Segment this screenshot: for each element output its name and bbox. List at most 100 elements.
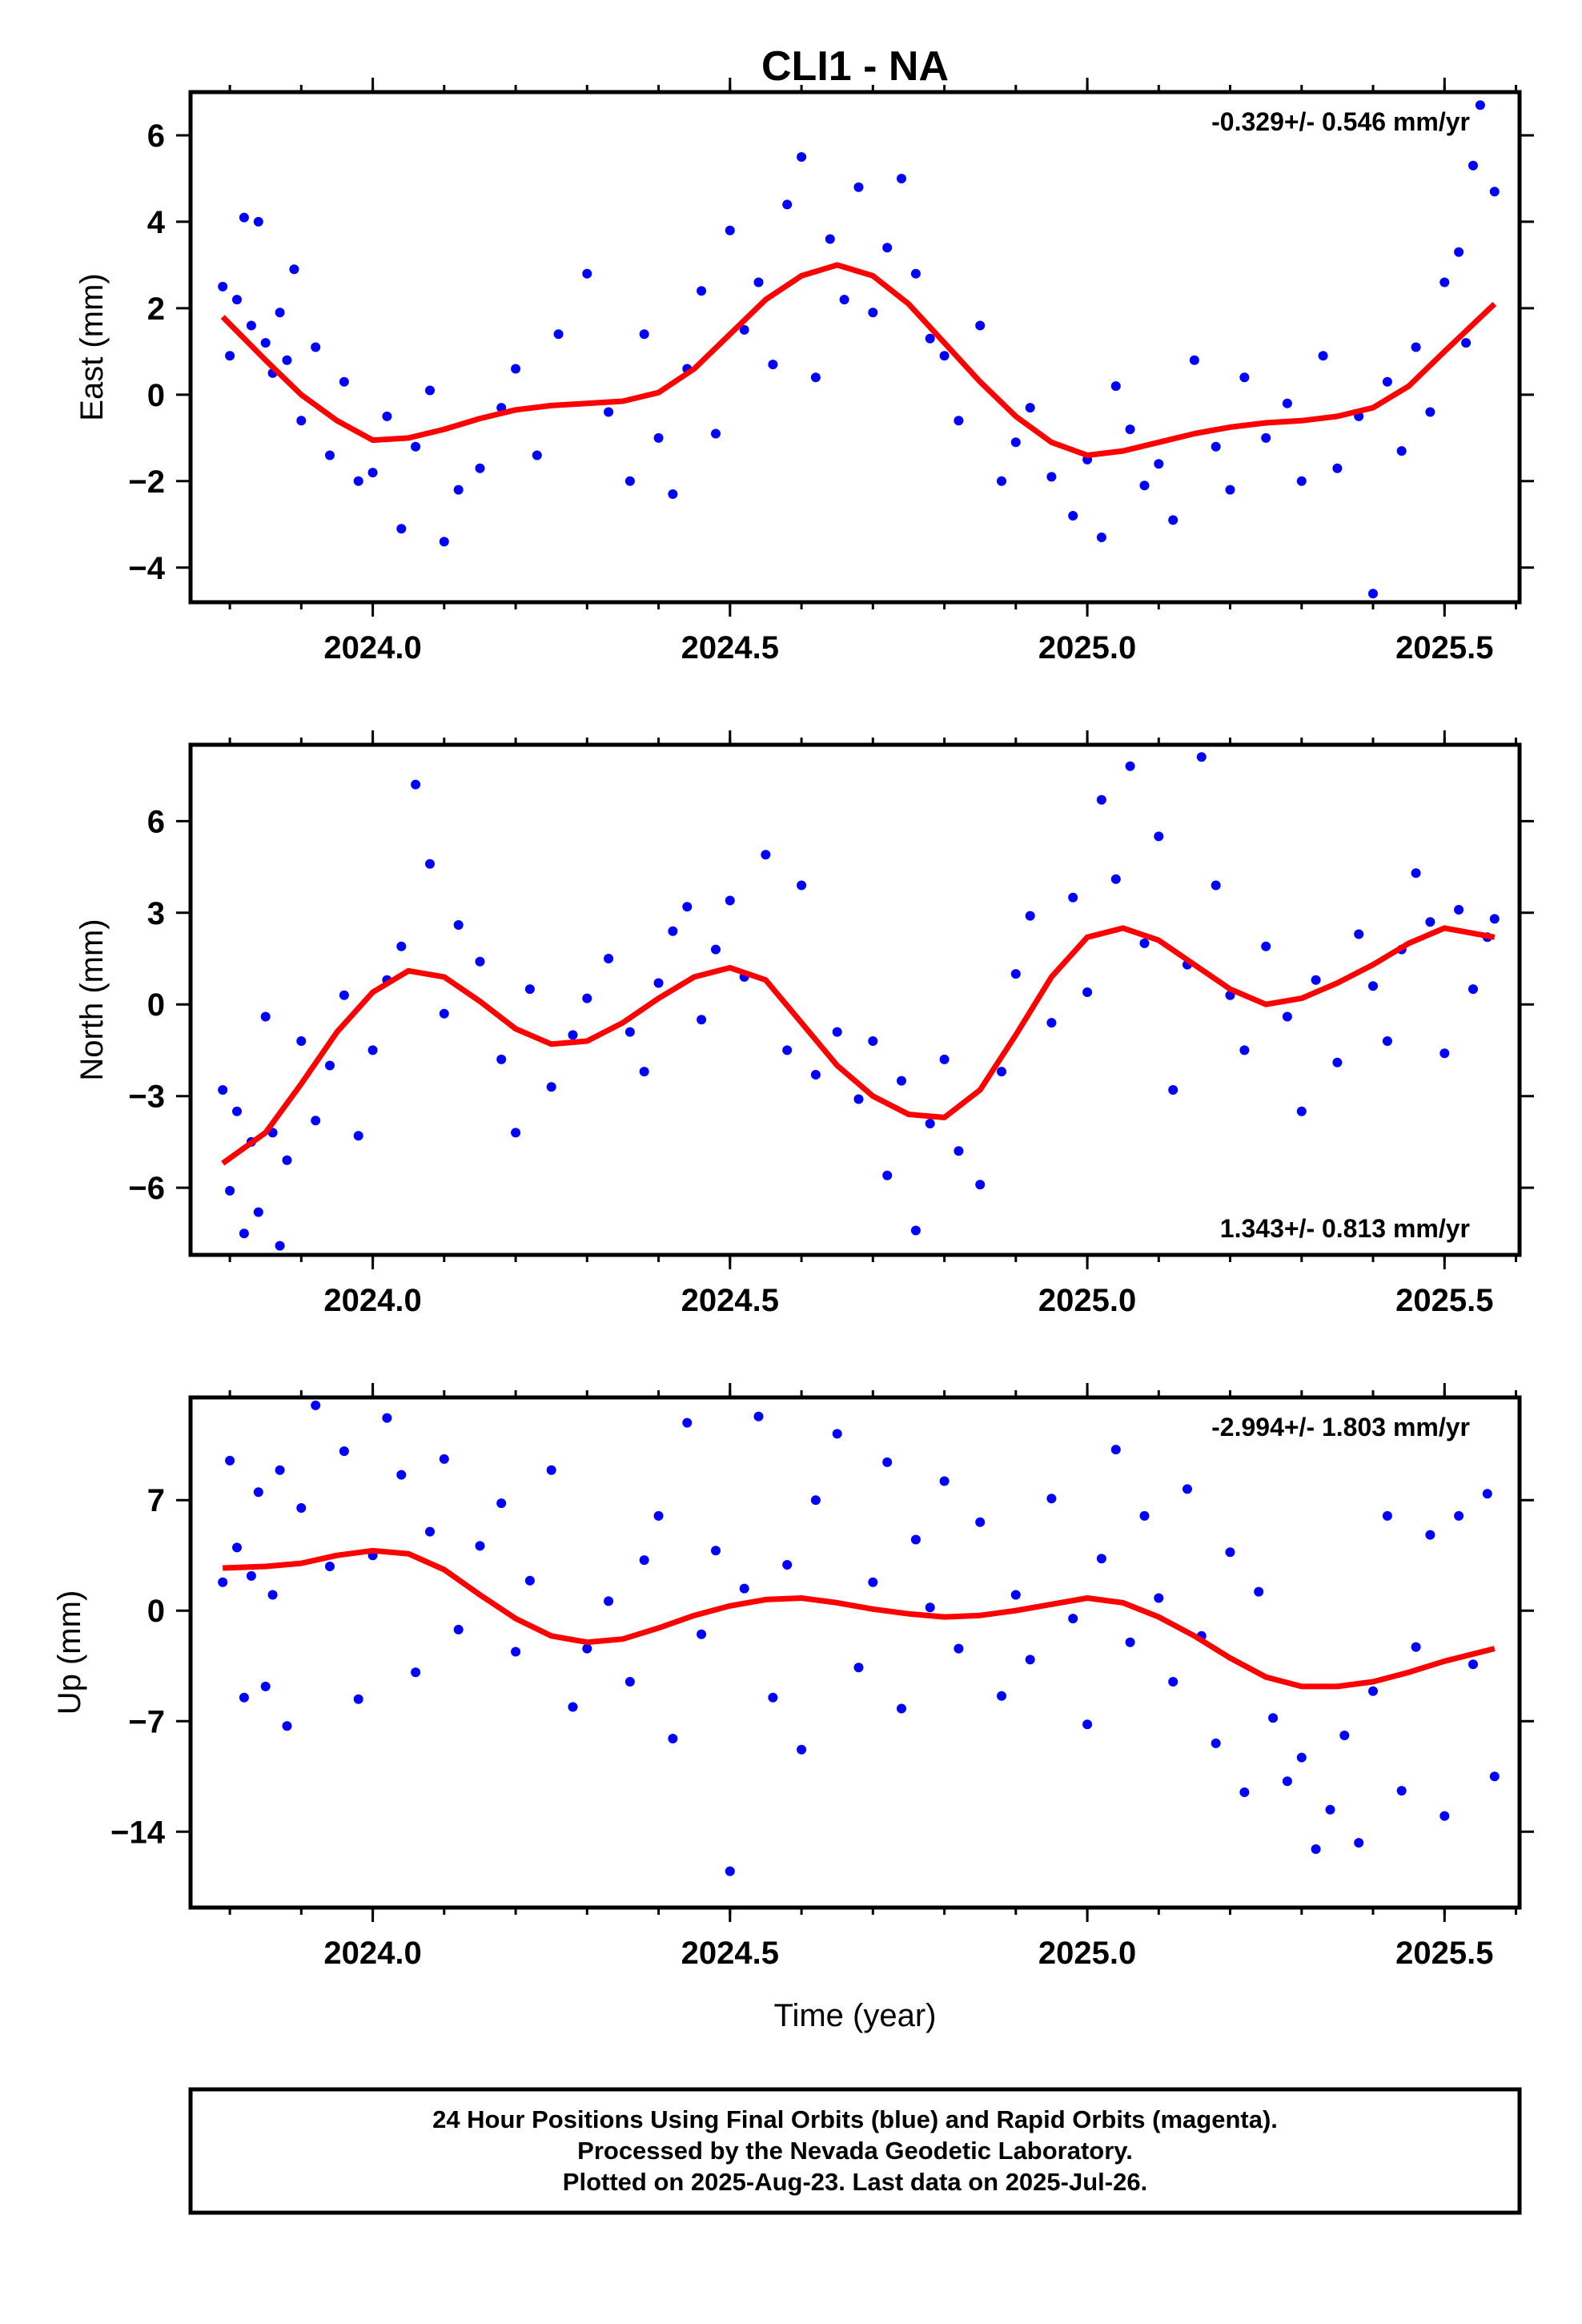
footer-line-1: 24 Hour Positions Using Final Orbits (bl…	[432, 2105, 1278, 2133]
east-data-point	[1154, 459, 1164, 469]
east-data-point	[1396, 446, 1407, 456]
up-data-point	[682, 1417, 693, 1428]
up-data-point	[1110, 1445, 1121, 1455]
north-data-point	[797, 880, 807, 891]
north-data-point	[1025, 911, 1035, 921]
north-data-point	[1010, 969, 1021, 979]
north-data-point	[1196, 752, 1207, 762]
up-data-point	[1125, 1637, 1135, 1647]
north-data-point	[232, 1106, 242, 1116]
north-data-point	[604, 954, 614, 963]
east-x-tick-label: 2025.0	[1038, 630, 1136, 665]
north-data-point	[1425, 917, 1435, 927]
up-data-point	[1025, 1655, 1035, 1665]
up-data-point	[225, 1455, 235, 1466]
east-data-point	[725, 225, 735, 235]
north-data-point	[1282, 1011, 1292, 1022]
north-data-point	[1311, 975, 1321, 985]
north-data-point	[524, 984, 535, 995]
up-data-point	[475, 1541, 485, 1551]
up-data-point	[1046, 1494, 1057, 1504]
east-data-point	[639, 329, 649, 340]
up-data-point	[311, 1400, 321, 1410]
north-data-point	[325, 1060, 335, 1071]
east-data-point	[218, 281, 228, 292]
east-data-point	[1110, 381, 1121, 392]
east-data-point	[367, 468, 378, 478]
up-data-point	[725, 1866, 735, 1876]
up-data-point	[1068, 1614, 1078, 1624]
east-data-point	[782, 199, 793, 210]
up-plot-frame	[188, 1395, 1522, 1910]
north-data-point	[353, 1131, 363, 1141]
up-data-point	[1396, 1786, 1407, 1796]
east-x-tick-label: 2024.5	[681, 630, 779, 665]
up-data-point	[568, 1702, 578, 1712]
east-data-point	[439, 537, 449, 547]
east-data-point	[1189, 355, 1199, 365]
chart-title: CLI1 - NA	[761, 43, 949, 90]
east-data-point	[739, 324, 749, 335]
east-fit-line	[220, 262, 1497, 458]
north-data-point	[1082, 987, 1093, 997]
north-x-tick-label: 2024.0	[323, 1283, 421, 1318]
up-y-tick-label: 7	[147, 1483, 165, 1518]
up-x-tick-label: 2025.5	[1395, 1936, 1493, 1971]
north-data-point	[897, 1076, 906, 1086]
north-data-point	[954, 1146, 964, 1156]
east-y-tick-label: −2	[128, 464, 165, 500]
east-plot-frame	[188, 90, 1522, 605]
east-data-point	[311, 342, 321, 352]
east-data-point	[232, 295, 242, 305]
up-data-point	[739, 1583, 749, 1594]
up-data-point	[1482, 1489, 1492, 1499]
up-data-point	[1139, 1510, 1150, 1521]
up-data-point	[246, 1570, 256, 1581]
east-data-point	[711, 428, 721, 439]
north-x-tick-label: 2025.5	[1395, 1283, 1493, 1318]
north-fit-line	[221, 925, 1496, 1166]
north-data-point	[997, 1067, 1006, 1077]
up-data-point	[768, 1692, 778, 1703]
up-y-axis-label: Up (mm)	[52, 1590, 87, 1715]
up-data-point	[897, 1703, 906, 1714]
east-data-point	[239, 212, 249, 223]
north-data-point	[511, 1128, 521, 1138]
east-data-point	[1475, 100, 1485, 111]
up-x-tick-label: 2025.0	[1038, 1936, 1136, 1971]
east-data-point	[882, 243, 893, 253]
north-data-point	[1296, 1106, 1307, 1116]
east-data-point	[1046, 472, 1057, 482]
north-data-point	[1096, 794, 1106, 805]
up-data-point	[1411, 1642, 1421, 1652]
north-data-point	[453, 920, 464, 930]
up-data-point	[1454, 1510, 1464, 1521]
east-data-point	[810, 372, 821, 383]
up-data-point	[1096, 1554, 1106, 1564]
north-data-point	[853, 1094, 864, 1104]
up-data-point	[1168, 1677, 1178, 1687]
east-data-point	[296, 416, 307, 426]
up-data-point	[832, 1429, 842, 1439]
up-data-point	[582, 1643, 592, 1654]
east-data-point	[975, 320, 986, 331]
east-y-tick-label: −4	[128, 551, 165, 586]
up-data-point	[275, 1465, 285, 1475]
north-data-point	[725, 895, 735, 906]
east-data-point	[1010, 437, 1021, 448]
up-data-point	[1282, 1776, 1292, 1787]
east-data-point	[825, 234, 835, 244]
north-data-point	[1454, 905, 1464, 915]
east-data-point	[668, 489, 678, 499]
east-data-point	[1411, 342, 1421, 352]
east-data-point	[1332, 463, 1343, 473]
north-data-point	[975, 1180, 986, 1190]
up-data-point	[496, 1498, 507, 1509]
footer-line-3: Plotted on 2025-Aug-23. Last data on 202…	[563, 2168, 1147, 2196]
east-data-point	[1382, 376, 1392, 387]
east-data-point	[1461, 338, 1472, 348]
north-data-point	[1439, 1048, 1450, 1059]
north-plot-frame	[188, 742, 1522, 1257]
up-data-point	[339, 1446, 349, 1457]
east-data-point	[1439, 277, 1450, 287]
